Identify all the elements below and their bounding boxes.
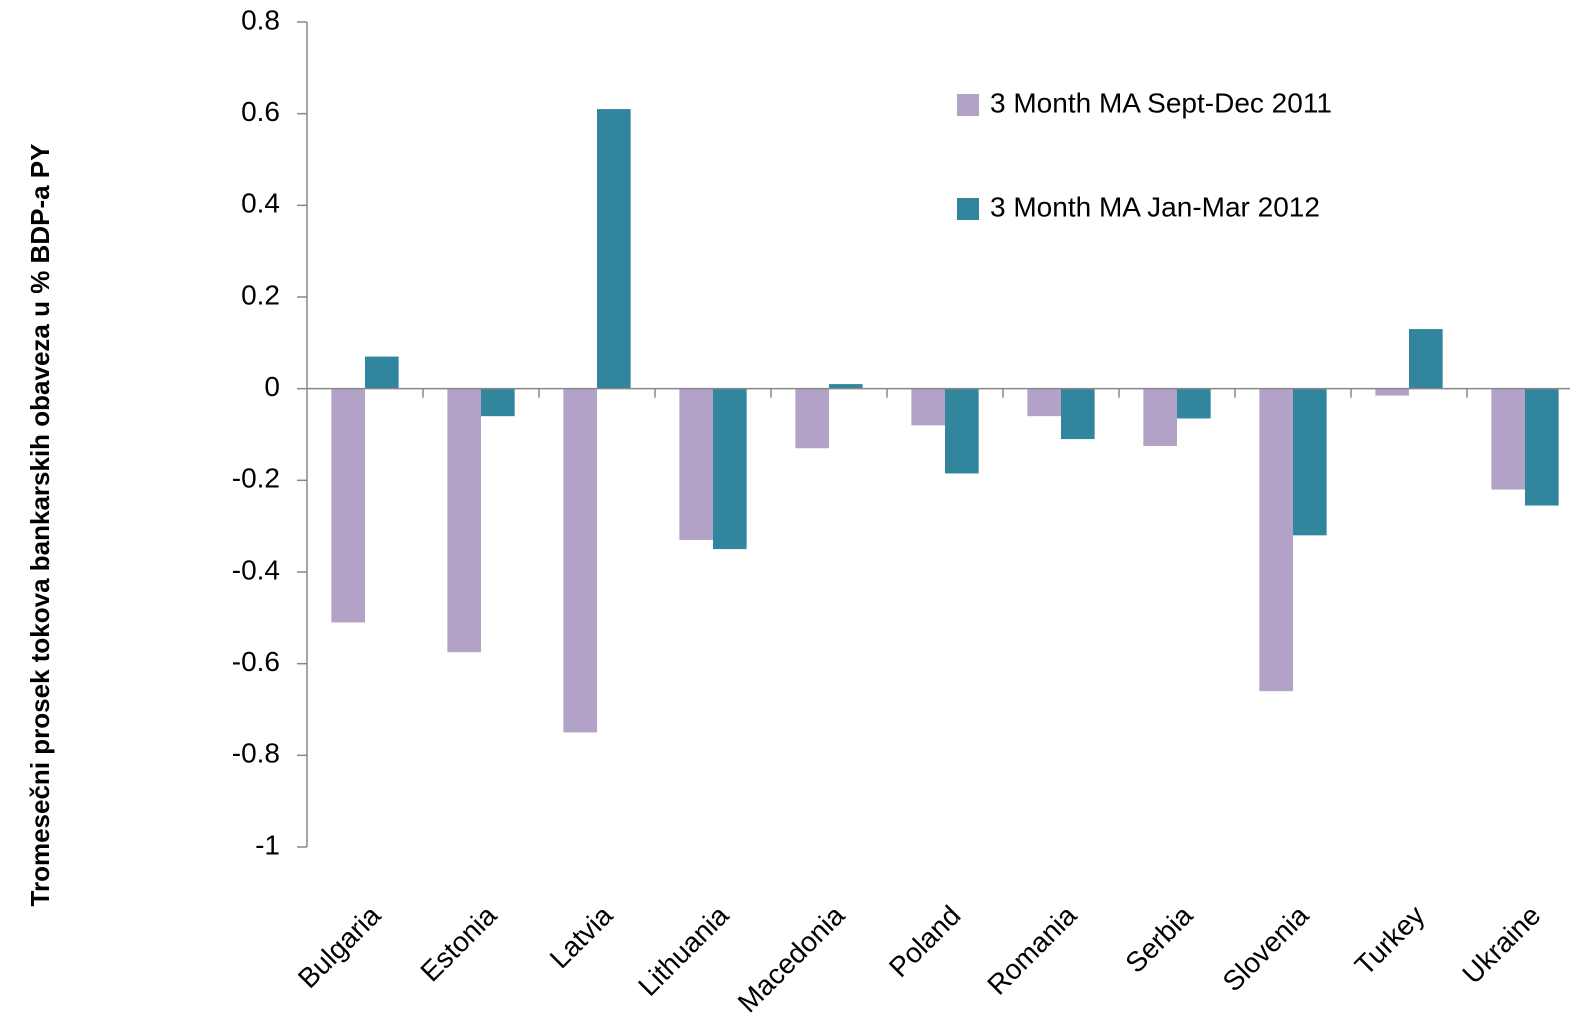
y-tick-label: -0.6 <box>232 646 280 677</box>
bar <box>911 388 945 426</box>
bar <box>563 388 597 733</box>
legend-label: 3 Month MA Jan-Mar 2012 <box>990 191 1320 222</box>
y-tick-label: 0.8 <box>241 4 280 35</box>
bar <box>945 388 979 474</box>
y-tick-label: 0.4 <box>241 188 280 219</box>
y-tick-label: -1 <box>255 829 280 860</box>
y-tick-label: 0.6 <box>241 96 280 127</box>
x-tick-label: Turkey <box>1349 900 1431 982</box>
bar <box>331 388 365 623</box>
bar <box>1409 329 1443 389</box>
bar <box>1143 388 1177 446</box>
bar <box>795 388 829 449</box>
bar <box>597 109 631 389</box>
x-tick-label: Slovenia <box>1217 899 1315 997</box>
bar <box>1259 388 1293 692</box>
bar <box>1293 388 1327 536</box>
bar <box>481 388 515 417</box>
y-tick-label: -0.8 <box>232 738 280 769</box>
bar <box>1525 388 1559 506</box>
bar <box>1027 388 1061 417</box>
y-axis-label: Tromesečni prosek tokova bankarskih obav… <box>25 144 55 907</box>
x-tick-label: Serbia <box>1119 899 1198 978</box>
x-tick-label: Ukraine <box>1456 900 1546 990</box>
x-tick-label: Romania <box>981 899 1082 1000</box>
legend-label: 3 Month MA Sept-Dec 2011 <box>990 87 1332 118</box>
x-tick-label: Lithuania <box>632 899 735 1002</box>
bar <box>365 356 399 389</box>
bar <box>679 388 713 540</box>
x-tick-label: Bulgaria <box>292 899 387 994</box>
bar <box>1177 388 1211 419</box>
x-tick-label: Estonia <box>415 899 503 987</box>
y-tick-label: 0 <box>264 371 280 402</box>
x-tick-label: Macedonia <box>732 899 851 1018</box>
legend-swatch <box>957 198 979 220</box>
legend-swatch <box>957 94 979 116</box>
y-tick-label: -0.4 <box>232 554 280 585</box>
bar <box>1491 388 1525 490</box>
x-tick-label: Latvia <box>544 899 619 974</box>
x-tick-label: Poland <box>883 900 967 984</box>
bar <box>1061 388 1095 440</box>
bar <box>829 384 863 389</box>
bar <box>447 388 481 653</box>
y-tick-label: -0.2 <box>232 463 280 494</box>
y-tick-label: 0.2 <box>241 279 280 310</box>
bar <box>713 388 747 550</box>
bar <box>1375 388 1409 396</box>
